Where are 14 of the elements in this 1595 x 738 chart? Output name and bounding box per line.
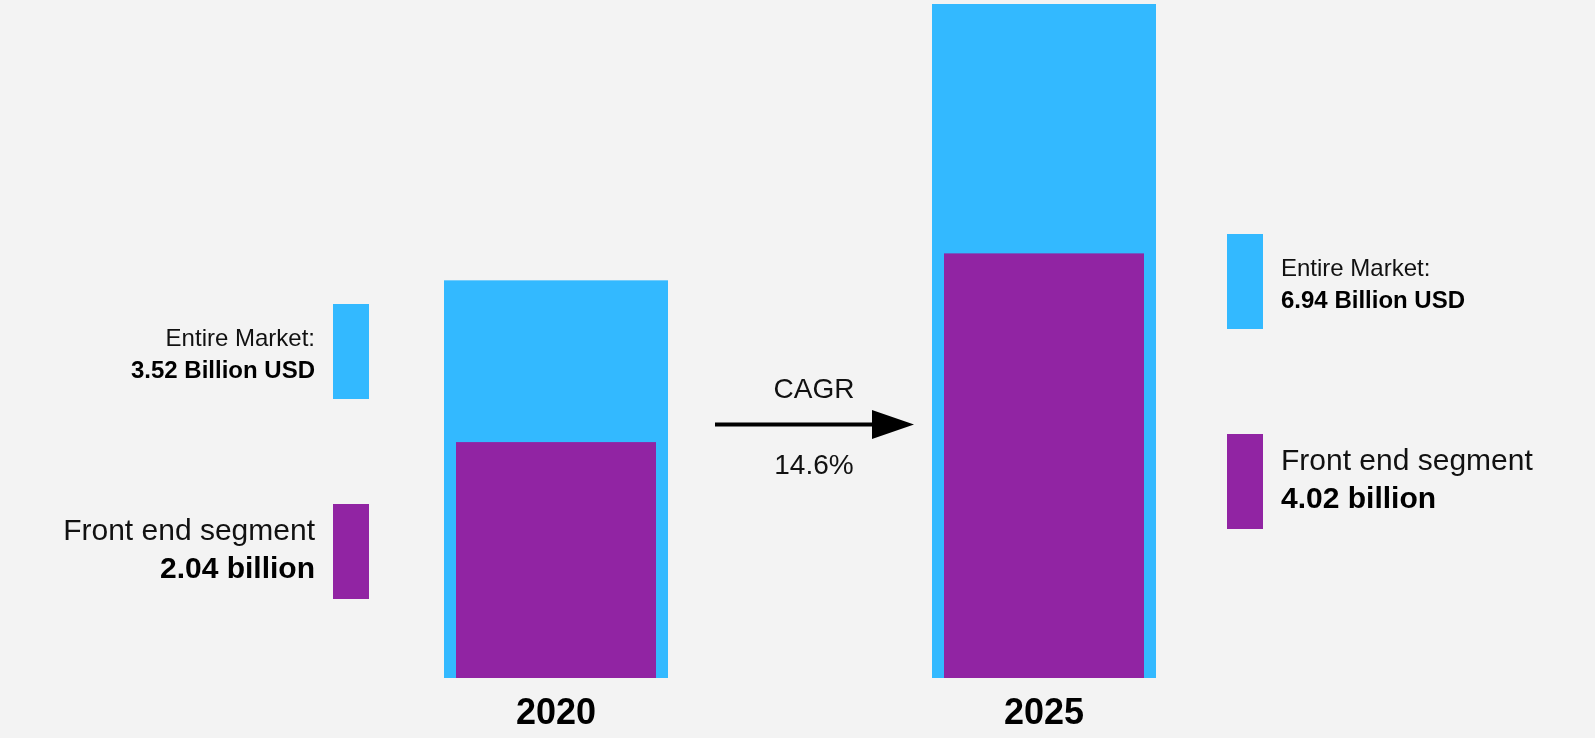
annotation: 3.52 Billion USD bbox=[130, 356, 315, 383]
text: Entire Market: bbox=[1281, 254, 1431, 281]
bar bbox=[456, 442, 656, 678]
annotation: 2.04 billion bbox=[159, 551, 315, 584]
text: Front end segment bbox=[63, 513, 315, 546]
annotation: CAGR bbox=[773, 373, 855, 404]
x-tick-label: 2025 bbox=[1003, 691, 1085, 732]
annotation: 14.6% bbox=[774, 449, 854, 480]
text: Entire Market: bbox=[165, 324, 315, 351]
annotation: 6.94 Billion USD bbox=[1281, 286, 1466, 313]
text: Front end segment bbox=[1281, 443, 1534, 476]
bar bbox=[944, 253, 1144, 678]
x-tick-label: 2020 bbox=[515, 691, 597, 732]
annotation: 4.02 billion bbox=[1281, 481, 1437, 514]
